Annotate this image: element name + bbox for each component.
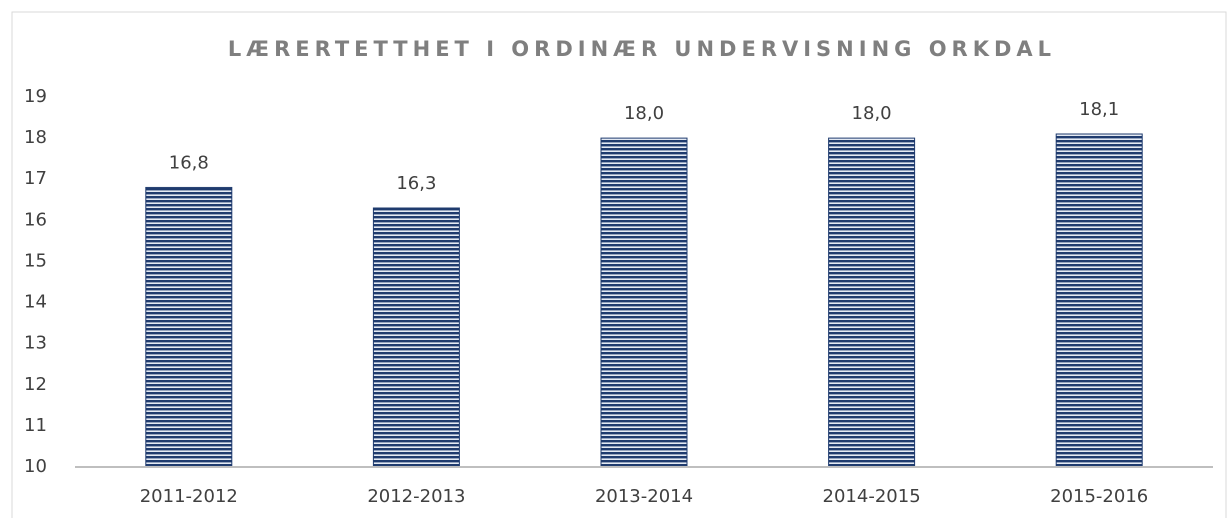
bar — [600, 137, 688, 468]
y-tick-label: 12 — [24, 374, 47, 395]
value-label: 16,3 — [396, 173, 436, 194]
y-tick-label: 18 — [24, 127, 47, 148]
chart-title: LÆRERTETTHET I ORDINÆR UNDERVISNING ORKD… — [228, 37, 1056, 61]
value-label: 16,8 — [169, 152, 209, 173]
x-tick-label: 2014-2015 — [823, 486, 921, 507]
y-tick-label: 19 — [24, 86, 47, 107]
y-tick-label: 10 — [24, 456, 47, 477]
bar — [372, 207, 460, 468]
value-label: 18,0 — [624, 103, 664, 124]
y-tick-label: 15 — [24, 250, 47, 271]
x-tick-label: 2011-2012 — [140, 486, 238, 507]
y-tick-label: 17 — [24, 168, 47, 189]
y-tick-label: 13 — [24, 333, 47, 354]
bar — [828, 137, 916, 468]
bar — [1055, 133, 1143, 468]
y-tick-label: 16 — [24, 209, 47, 230]
x-tick-label: 2013-2014 — [595, 486, 693, 507]
bar — [145, 186, 233, 468]
y-tick-label: 14 — [24, 292, 47, 313]
value-label: 18,0 — [852, 103, 892, 124]
x-tick-label: 2012-2013 — [367, 486, 465, 507]
y-tick-label: 11 — [24, 415, 47, 436]
value-label: 18,1 — [1079, 99, 1119, 120]
x-tick-label: 2015-2016 — [1050, 486, 1148, 507]
